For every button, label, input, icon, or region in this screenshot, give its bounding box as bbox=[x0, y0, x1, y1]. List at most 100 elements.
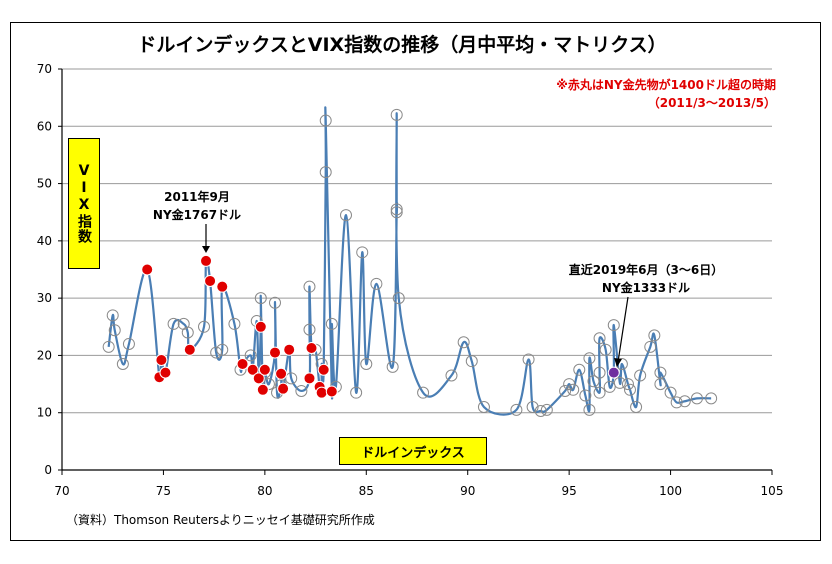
series-line bbox=[107, 106, 712, 416]
data-point bbox=[654, 366, 667, 379]
data-point bbox=[540, 403, 553, 416]
data-point bbox=[510, 403, 523, 416]
data-point-highlight bbox=[254, 320, 267, 333]
data-point bbox=[644, 340, 657, 353]
data-point-highlight bbox=[325, 385, 338, 398]
data-point bbox=[607, 319, 620, 332]
data-point bbox=[116, 358, 129, 371]
data-point bbox=[319, 114, 332, 127]
data-point bbox=[210, 346, 223, 359]
data-point bbox=[340, 209, 352, 222]
data-point bbox=[390, 203, 403, 216]
chart-title: ドルインデックスとVIX指数の推移（月中平均・マトリクス） bbox=[137, 33, 666, 56]
data-point bbox=[603, 380, 616, 393]
annotation-sept2011-line2: NY金1767ドル bbox=[153, 207, 241, 222]
data-point-highlight bbox=[246, 363, 259, 376]
source-note: （資料）Thomson Reutersよりニッセイ基礎研究所作成 bbox=[66, 513, 375, 527]
data-point bbox=[198, 320, 210, 333]
y-tick-label: 70 bbox=[37, 62, 52, 76]
data-point bbox=[417, 386, 430, 399]
annotation-sept2011-arrowhead bbox=[202, 246, 210, 253]
data-point bbox=[559, 384, 572, 397]
data-point bbox=[705, 392, 718, 405]
data-point-highlight bbox=[141, 263, 154, 276]
x-tick-label: 105 bbox=[761, 484, 784, 498]
y-tick-label: 30 bbox=[37, 291, 52, 305]
y-axis-label: VIX指数 bbox=[76, 163, 92, 244]
data-point bbox=[445, 369, 458, 382]
x-tick-label: 85 bbox=[359, 484, 374, 498]
data-point-highlight bbox=[183, 343, 196, 356]
data-point bbox=[102, 340, 115, 353]
annotation-latest-arrow bbox=[617, 296, 629, 363]
data-point bbox=[181, 326, 194, 339]
x-tick-label: 100 bbox=[659, 484, 682, 498]
annotation-sept2011-line1: 2011年9月 bbox=[164, 189, 230, 204]
gridlines bbox=[62, 68, 772, 414]
data-point bbox=[583, 352, 596, 365]
data-point-highlight bbox=[256, 383, 269, 396]
data-point bbox=[563, 378, 576, 391]
data-point bbox=[630, 400, 643, 413]
data-point bbox=[690, 392, 703, 405]
y-axis-label-box: VIX指数 bbox=[68, 138, 100, 269]
data-point bbox=[303, 280, 316, 293]
data-point-highlight bbox=[317, 363, 330, 376]
data-point bbox=[228, 317, 241, 330]
data-point bbox=[573, 363, 586, 376]
y-tick-label: 40 bbox=[37, 234, 52, 248]
data-point-highlight bbox=[269, 346, 281, 359]
data-point bbox=[624, 383, 636, 396]
annotation-latest-line2: NY金1333ドル bbox=[602, 280, 690, 295]
x-tick-label: 95 bbox=[562, 484, 577, 498]
note-line1: ※赤丸はNY金先物が1400ドル超の時期 bbox=[556, 77, 776, 92]
data-point bbox=[477, 400, 490, 413]
data-point bbox=[583, 403, 596, 416]
data-point bbox=[621, 378, 634, 391]
x-tick-label: 70 bbox=[54, 484, 69, 498]
data-point-highlight bbox=[275, 367, 288, 380]
data-point bbox=[370, 277, 383, 290]
data-point bbox=[392, 292, 405, 305]
data-point bbox=[269, 296, 281, 309]
x-axis-label: ドルインデックス bbox=[361, 445, 465, 461]
data-point bbox=[526, 400, 539, 413]
data-point bbox=[593, 386, 606, 399]
data-point bbox=[587, 375, 600, 388]
data-point bbox=[106, 309, 119, 322]
data-point bbox=[285, 372, 298, 385]
data-point-highlight bbox=[277, 382, 290, 395]
x-tick-label: 90 bbox=[460, 484, 475, 498]
data-point-highlight bbox=[236, 358, 249, 371]
x-axis-label-box: ドルインデックス bbox=[339, 437, 487, 465]
data-point-highlight bbox=[204, 274, 217, 287]
data-point bbox=[648, 329, 661, 342]
data-point bbox=[579, 389, 592, 402]
data-point bbox=[599, 343, 612, 356]
data-point bbox=[319, 166, 332, 179]
data-point bbox=[390, 206, 403, 219]
data-point-highlight bbox=[155, 354, 168, 367]
data-point bbox=[522, 353, 535, 366]
x-tick-label: 80 bbox=[257, 484, 272, 498]
data-point-highlight bbox=[305, 341, 318, 354]
data-point bbox=[678, 395, 691, 408]
data-point bbox=[216, 343, 229, 356]
data-point bbox=[303, 323, 316, 336]
data-point bbox=[634, 369, 647, 382]
data-point-highlight bbox=[159, 366, 172, 379]
y-tick-label: 50 bbox=[37, 177, 52, 191]
data-point bbox=[465, 355, 478, 368]
data-point bbox=[360, 358, 373, 371]
data-point-latest bbox=[607, 366, 620, 379]
data-point-highlight bbox=[315, 386, 328, 399]
note-line2: （2011/3～2013/5） bbox=[648, 95, 776, 110]
tick-labels: 0 10 20 30 40 50 60 70 70 75 80 85 90 95 100 105 bbox=[37, 62, 784, 498]
axes bbox=[58, 68, 773, 475]
annotation-latest-line1: 直近2019年6月（3～6日） bbox=[569, 262, 723, 277]
data-point-highlight bbox=[200, 254, 213, 267]
data-point-highlight bbox=[283, 343, 296, 356]
data-point bbox=[534, 404, 547, 417]
chart-frame bbox=[10, 22, 821, 541]
